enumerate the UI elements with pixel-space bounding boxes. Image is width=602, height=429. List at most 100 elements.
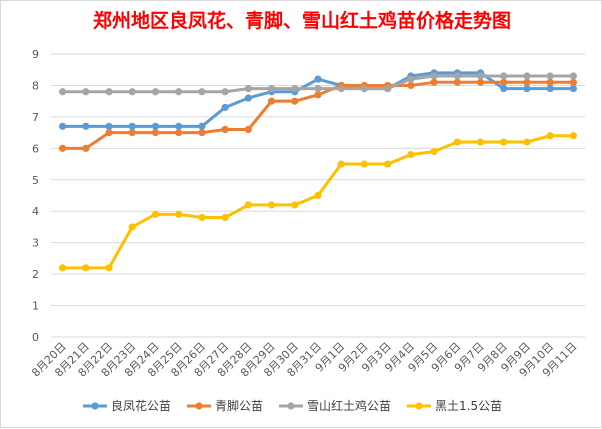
- data-point: [82, 144, 90, 152]
- y-tick-label: 3: [32, 237, 39, 250]
- data-point: [569, 84, 577, 93]
- data-point: [476, 138, 485, 146]
- series-3: [59, 72, 577, 96]
- data-point: [546, 84, 554, 93]
- data-point: [291, 97, 299, 105]
- data-point: [360, 84, 369, 93]
- data-point: [430, 147, 438, 156]
- data-point: [453, 138, 461, 146]
- y-tick-label: 6: [32, 142, 39, 155]
- legend-item: 良凤花公苗: [83, 398, 171, 413]
- data-point: [175, 122, 183, 130]
- data-point: [82, 264, 90, 272]
- data-point: [244, 94, 252, 102]
- data-point: [59, 144, 67, 152]
- data-point: [244, 201, 252, 209]
- series-lines: [59, 69, 577, 272]
- data-point: [198, 213, 206, 222]
- data-point: [407, 151, 415, 159]
- data-point: [267, 201, 276, 209]
- y-tick-label: 8: [32, 79, 39, 92]
- data-point: [500, 138, 508, 146]
- data-point: [198, 122, 206, 130]
- data-point: [546, 72, 554, 80]
- legend-marker: [287, 402, 295, 410]
- data-point: [546, 132, 554, 140]
- data-point: [221, 88, 229, 96]
- legend-label: 黑土1.5公苗: [435, 399, 502, 413]
- data-point: [500, 78, 508, 86]
- data-point: [105, 264, 113, 272]
- data-point: [523, 78, 531, 86]
- data-point: [221, 213, 229, 222]
- data-point: [105, 122, 113, 130]
- data-point: [128, 122, 136, 130]
- y-tick-label: 9: [32, 48, 39, 61]
- data-point: [476, 72, 485, 80]
- y-tick-label: 0: [32, 331, 39, 344]
- data-point: [175, 129, 183, 137]
- data-point: [337, 160, 345, 168]
- data-point: [59, 88, 67, 96]
- data-point: [151, 88, 160, 96]
- legend-label: 青脚公苗: [215, 398, 263, 413]
- data-point: [314, 84, 322, 93]
- series-1: [59, 69, 577, 130]
- data-point: [384, 84, 392, 93]
- data-point: [59, 264, 67, 272]
- series-line: [61, 134, 575, 270]
- data-point: [337, 84, 345, 93]
- data-point: [430, 78, 438, 86]
- data-point: [476, 78, 485, 86]
- legend: 良凤花公苗 青脚公苗 雪山红土鸡公苗 黑土1.5公苗: [83, 398, 502, 413]
- y-axis-ticks: 0 1 2 3 4 5 6 7 8 9: [32, 48, 39, 344]
- data-point: [453, 78, 461, 86]
- data-point: [314, 191, 322, 200]
- data-point: [407, 75, 415, 83]
- data-point: [128, 223, 136, 231]
- data-point: [360, 160, 369, 168]
- data-point: [523, 84, 531, 93]
- data-point: [82, 122, 90, 130]
- data-point: [569, 78, 577, 86]
- data-point: [221, 103, 229, 112]
- series-4: [59, 132, 577, 272]
- data-point: [175, 210, 183, 218]
- data-point: [500, 84, 508, 93]
- data-point: [453, 72, 461, 80]
- legend-marker: [91, 402, 99, 410]
- data-point: [105, 88, 113, 96]
- x-axis-ticks: 8月20日8月21日8月22日8月23日8月24日8月25日8月26日8月27日…: [29, 340, 579, 380]
- legend-label: 良凤花公苗: [111, 398, 171, 413]
- data-point: [546, 78, 554, 86]
- data-point: [198, 88, 206, 96]
- data-point: [314, 91, 322, 99]
- data-point: [384, 160, 392, 168]
- data-point: [407, 81, 415, 90]
- legend-item: 黑土1.5公苗: [407, 399, 502, 413]
- legend-marker: [415, 402, 423, 410]
- data-point: [128, 129, 136, 137]
- legend-marker: [195, 402, 203, 410]
- y-tick-label: 1: [32, 300, 39, 313]
- data-point: [244, 84, 252, 93]
- data-point: [82, 88, 90, 96]
- data-point: [569, 132, 577, 140]
- legend-label: 雪山红土鸡公苗: [307, 398, 391, 413]
- data-point: [523, 138, 531, 146]
- data-point: [151, 129, 160, 137]
- data-point: [267, 84, 276, 93]
- data-point: [569, 72, 577, 80]
- data-point: [523, 72, 531, 80]
- data-point: [244, 125, 252, 134]
- chart-title: 郑州地区良凤花、青脚、雪山红土鸡苗价格走势图: [93, 9, 511, 32]
- data-point: [291, 84, 299, 93]
- data-point: [291, 201, 299, 209]
- data-point: [314, 75, 322, 83]
- data-point: [267, 97, 276, 105]
- legend-item: 青脚公苗: [187, 398, 263, 413]
- data-point: [151, 122, 160, 130]
- y-tick-label: 7: [32, 111, 39, 124]
